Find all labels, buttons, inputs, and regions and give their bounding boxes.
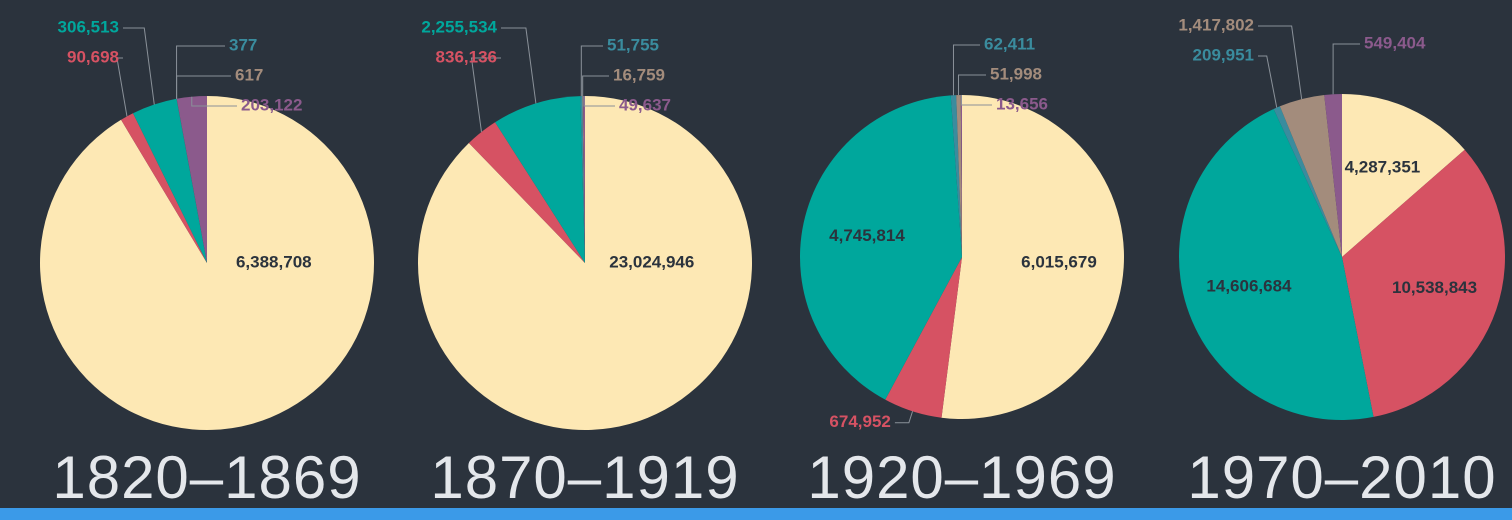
- value-label: 306,513: [58, 17, 119, 36]
- value-label: 2,255,534: [421, 17, 497, 36]
- pie-slice: [941, 94, 1125, 420]
- leader-line: [894, 411, 914, 424]
- leader-line: [191, 96, 237, 107]
- pie-slice: [799, 95, 962, 400]
- value-label: 1,417,802: [1178, 15, 1254, 34]
- pie-slice: [176, 98, 207, 263]
- value-label: 49,637: [619, 95, 671, 114]
- pie-slice: [950, 95, 962, 257]
- leader-line: [176, 75, 231, 99]
- leader-line: [1258, 25, 1303, 100]
- leader-line: [952, 44, 980, 96]
- leader-line: [501, 27, 537, 104]
- leader-line: [470, 57, 501, 133]
- pie-slice: [1342, 94, 1465, 257]
- period-title: 1970–2010: [1187, 444, 1496, 511]
- value-label: 16,759: [613, 65, 665, 84]
- period-title: 1920–1969: [807, 444, 1116, 511]
- pie-slice: [1178, 109, 1374, 420]
- pie-slice: [176, 96, 207, 263]
- pie-slice: [1324, 94, 1342, 257]
- value-label: 4,745,814: [829, 226, 905, 245]
- pie-slice: [885, 257, 962, 418]
- pie-slice: [960, 95, 962, 257]
- leader-line: [1258, 55, 1278, 108]
- value-label: 203,122: [241, 95, 302, 114]
- period-title: 1820–1869: [52, 444, 361, 511]
- pie-slice: [582, 96, 585, 263]
- value-label: 6,015,679: [1021, 253, 1097, 272]
- value-label: 13,656: [996, 94, 1048, 113]
- pie-slice: [176, 98, 207, 263]
- value-label: 90,698: [67, 47, 119, 66]
- leader-line: [583, 96, 615, 107]
- value-label: 674,952: [829, 412, 890, 431]
- leader-line: [1332, 43, 1360, 95]
- value-label: 617: [235, 65, 263, 84]
- leader-line: [123, 27, 155, 105]
- value-label: 14,606,684: [1206, 277, 1292, 296]
- pie-slice: [495, 96, 585, 263]
- pie-slice: [39, 96, 375, 431]
- value-label: 51,998: [990, 64, 1042, 83]
- value-label: 6,388,708: [236, 252, 312, 271]
- leader-line: [958, 74, 986, 96]
- pie-slice: [580, 96, 585, 263]
- value-label: 51,755: [607, 35, 659, 54]
- leader-line: [582, 75, 609, 97]
- pie-slice: [583, 96, 585, 263]
- pie-slice: [956, 95, 962, 257]
- value-label: 377: [229, 35, 257, 54]
- value-label: 4,287,351: [1345, 157, 1421, 176]
- value-label: 209,951: [1193, 45, 1254, 64]
- pie-slice: [1279, 94, 1342, 257]
- value-label: 23,024,946: [609, 252, 694, 271]
- leader-line: [580, 45, 603, 97]
- bottom-bar: [0, 508, 1512, 520]
- pie-slice: [121, 113, 207, 264]
- pie-slice: [1273, 106, 1342, 257]
- period-title: 1870–1919: [430, 444, 739, 511]
- leader-line: [116, 57, 128, 117]
- value-label: 62,411: [984, 34, 1035, 53]
- pie-slice: [1342, 149, 1505, 417]
- pie-slice: [133, 98, 207, 263]
- value-label: 549,404: [1364, 33, 1426, 52]
- leader-line: [960, 95, 992, 106]
- value-label: 10,538,843: [1392, 278, 1477, 297]
- pie-slice: [468, 122, 585, 263]
- value-label: 836,136: [436, 47, 497, 66]
